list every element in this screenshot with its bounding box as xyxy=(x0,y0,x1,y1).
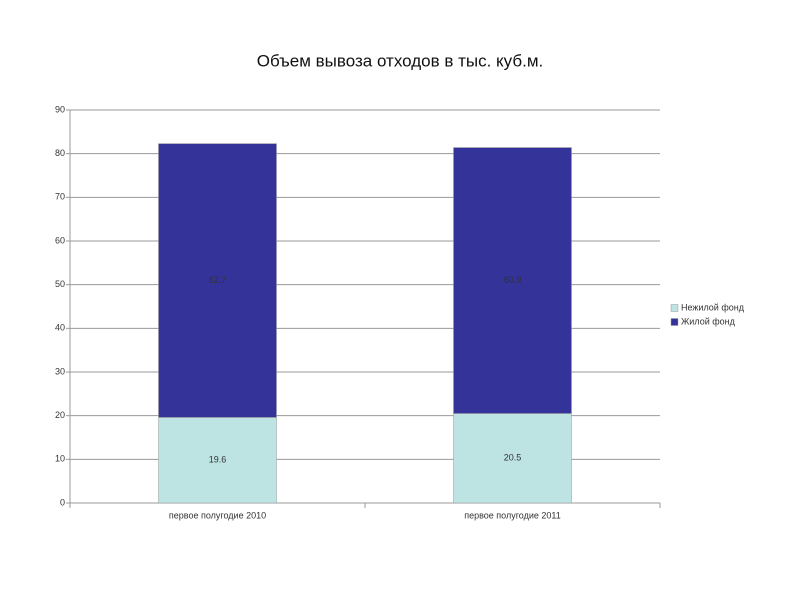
y-tick-label: 10 xyxy=(55,454,65,464)
bar-segment xyxy=(158,417,277,504)
y-tick-label: 40 xyxy=(55,323,65,333)
legend-swatch xyxy=(670,304,679,312)
bar-segment xyxy=(158,143,277,418)
data-label: 60.9 xyxy=(504,275,522,285)
bar-segment xyxy=(453,413,572,504)
legend-label: Нежилой фонд xyxy=(681,302,745,312)
data-label: 20.5 xyxy=(504,453,522,463)
x-tick-label: первое полугодие 2011 xyxy=(464,510,561,520)
data-label: 62.7 xyxy=(209,275,227,285)
legend-swatch xyxy=(670,318,679,326)
bar-segment xyxy=(453,147,572,414)
y-tick-label: 60 xyxy=(55,235,65,245)
data-label: 19.6 xyxy=(209,455,227,465)
y-tick-label: 70 xyxy=(55,192,65,202)
y-tick-label: 90 xyxy=(55,104,65,114)
x-tick-label: первое полугодие 2010 xyxy=(169,510,266,520)
chart-title: Объем вывоза отходов в тыс. куб.м. xyxy=(257,51,544,70)
y-tick-label: 80 xyxy=(55,148,65,158)
y-tick-label: 20 xyxy=(55,410,65,420)
y-tick-label: 50 xyxy=(55,279,65,289)
y-tick-label: 0 xyxy=(60,497,65,507)
legend-label: Жилой фонд xyxy=(681,316,736,326)
y-tick-label: 30 xyxy=(55,366,65,376)
